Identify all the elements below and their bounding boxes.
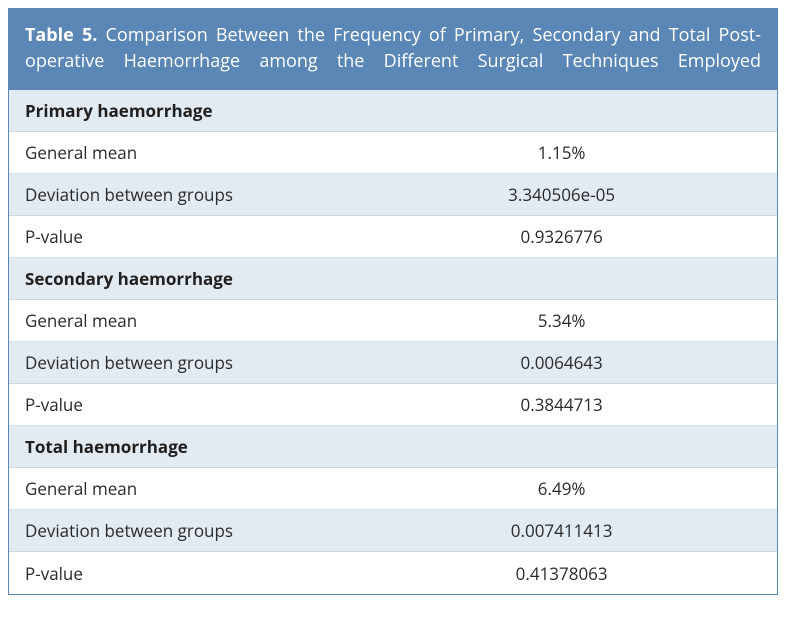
section-heading: Secondary haemorrhage	[9, 258, 777, 300]
row-label: P-value	[9, 393, 362, 416]
row-value: 0.007411413	[362, 519, 777, 542]
table-row: P-value 0.3844713	[9, 384, 777, 426]
row-value: 0.0064643	[362, 351, 777, 374]
row-value: 5.34%	[362, 309, 777, 332]
table-row: General mean 6.49%	[9, 468, 777, 510]
row-value: 0.3844713	[362, 393, 777, 416]
row-value: 6.49%	[362, 477, 777, 500]
row-label: P-value	[9, 562, 362, 585]
title-rest: Comparison Between the Frequency of Prim…	[25, 23, 761, 73]
table-row: Deviation between groups 0.0064643	[9, 342, 777, 384]
row-value: 3.340506e-05	[362, 183, 777, 206]
row-label: Deviation between groups	[9, 519, 362, 542]
heading-text: Primary haemorrhage	[9, 99, 362, 122]
row-value: 0.9326776	[362, 225, 777, 248]
table-row: P-value 0.41378063	[9, 552, 777, 594]
section-heading: Primary haemorrhage	[9, 90, 777, 132]
table-row: Deviation between groups 0.007411413	[9, 510, 777, 552]
table-row: P-value 0.9326776	[9, 216, 777, 258]
row-label: Deviation between groups	[9, 351, 362, 374]
row-label: General mean	[9, 477, 362, 500]
row-value: 0.41378063	[362, 562, 777, 585]
row-label: General mean	[9, 309, 362, 332]
row-label: General mean	[9, 141, 362, 164]
row-value: 1.15%	[362, 141, 777, 164]
section-heading: Total haemorrhage	[9, 426, 777, 468]
table-title: Table 5. Comparison Between the Frequenc…	[9, 8, 777, 90]
heading-text: Total haemorrhage	[9, 435, 362, 458]
row-label: P-value	[9, 225, 362, 248]
table-row: Deviation between groups 3.340506e-05	[9, 174, 777, 216]
title-bold: Table 5.	[25, 23, 97, 47]
heading-text: Secondary haemorrhage	[9, 267, 362, 290]
table-row: General mean 1.15%	[9, 132, 777, 174]
table-row: General mean 5.34%	[9, 300, 777, 342]
row-label: Deviation between groups	[9, 183, 362, 206]
table-5: Table 5. Comparison Between the Frequenc…	[8, 8, 778, 595]
